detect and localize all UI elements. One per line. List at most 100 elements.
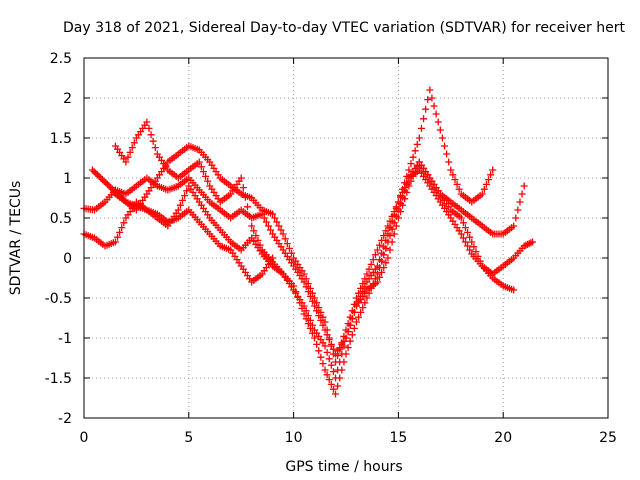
data-point [420,115,428,123]
data-point [369,280,377,288]
y-tick-label: -1 [58,331,72,347]
data-point [459,234,467,242]
y-tick-label: -0.5 [45,291,72,307]
data-point [273,218,281,226]
data-point [445,158,453,166]
data-point [317,308,325,316]
data-point [355,297,363,305]
y-tick-label: 0.5 [50,211,72,227]
data-point [409,153,417,161]
data-point [110,187,118,195]
data-point [384,230,392,238]
data-point [239,184,247,192]
data-point [344,328,352,336]
chart-title: Day 318 of 2021, Sidereal Day-to-day VTE… [63,20,625,36]
data-point [336,358,344,366]
data-point [118,224,126,232]
data-point [311,334,319,342]
data-point [474,252,482,260]
data-point [430,102,438,110]
data-point [478,190,486,198]
data-point [352,318,360,326]
data-point [376,256,384,264]
data-point [376,241,384,249]
data-point [455,185,463,193]
data-point [401,184,409,192]
data-point [432,110,440,118]
data-point [250,227,258,235]
data-point [319,360,327,368]
data-point [363,270,371,278]
data-point [399,188,407,196]
data-point [441,142,449,150]
data-point [304,312,312,320]
y-axis-label: SDTVAR / TECUs [8,181,24,296]
data-point [323,348,331,356]
data-point [283,240,291,248]
data-point [489,166,497,174]
data-point [373,262,381,270]
data-point [103,180,111,188]
plot-frame [83,57,609,419]
y-tick-label: -1.5 [45,371,72,387]
data-point [329,368,337,376]
data-point [300,302,308,310]
data-point [323,371,331,379]
data-point [365,265,373,273]
data-point [359,288,367,296]
data-point [518,190,526,198]
data-marks [80,86,537,398]
data-point [327,361,335,369]
series-track-1 [80,158,528,358]
data-point [285,244,293,252]
data-point [436,126,444,134]
data-point [329,385,337,393]
data-point [514,206,522,214]
data-point [243,203,251,211]
data-point [346,337,354,345]
data-point [392,204,400,212]
x-tick-label: 0 [80,430,89,446]
data-point [149,137,157,145]
data-point [424,96,432,104]
data-point [340,342,348,350]
data-point [461,224,469,232]
data-point [124,153,132,161]
data-point [510,222,518,230]
data-point [468,238,476,246]
data-point [304,280,312,288]
data-point [382,259,390,267]
data-point [522,241,530,249]
data-point [176,201,184,209]
data-point [350,308,358,316]
data-point [338,350,346,358]
data-point [315,347,323,355]
data-point [378,249,386,257]
data-point [453,180,461,188]
data-point [413,140,421,148]
data-point [183,187,191,195]
data-point [459,219,467,227]
data-point [390,230,398,238]
data-point [271,214,279,222]
data-point [202,172,210,180]
data-point [279,230,287,238]
data-point [417,124,425,132]
data-point [195,158,203,166]
data-point [363,294,371,302]
data-point [248,222,256,230]
data-point [380,232,388,240]
data-point [390,211,398,219]
data-point [464,242,472,250]
data-point [269,254,277,262]
data-point [98,176,106,184]
data-point [329,350,337,358]
data-point [334,366,342,374]
data-point [407,160,415,168]
data-point [348,315,356,323]
data-point [302,307,310,315]
data-point [97,174,105,182]
data-point [527,239,535,247]
data-point [415,134,423,142]
